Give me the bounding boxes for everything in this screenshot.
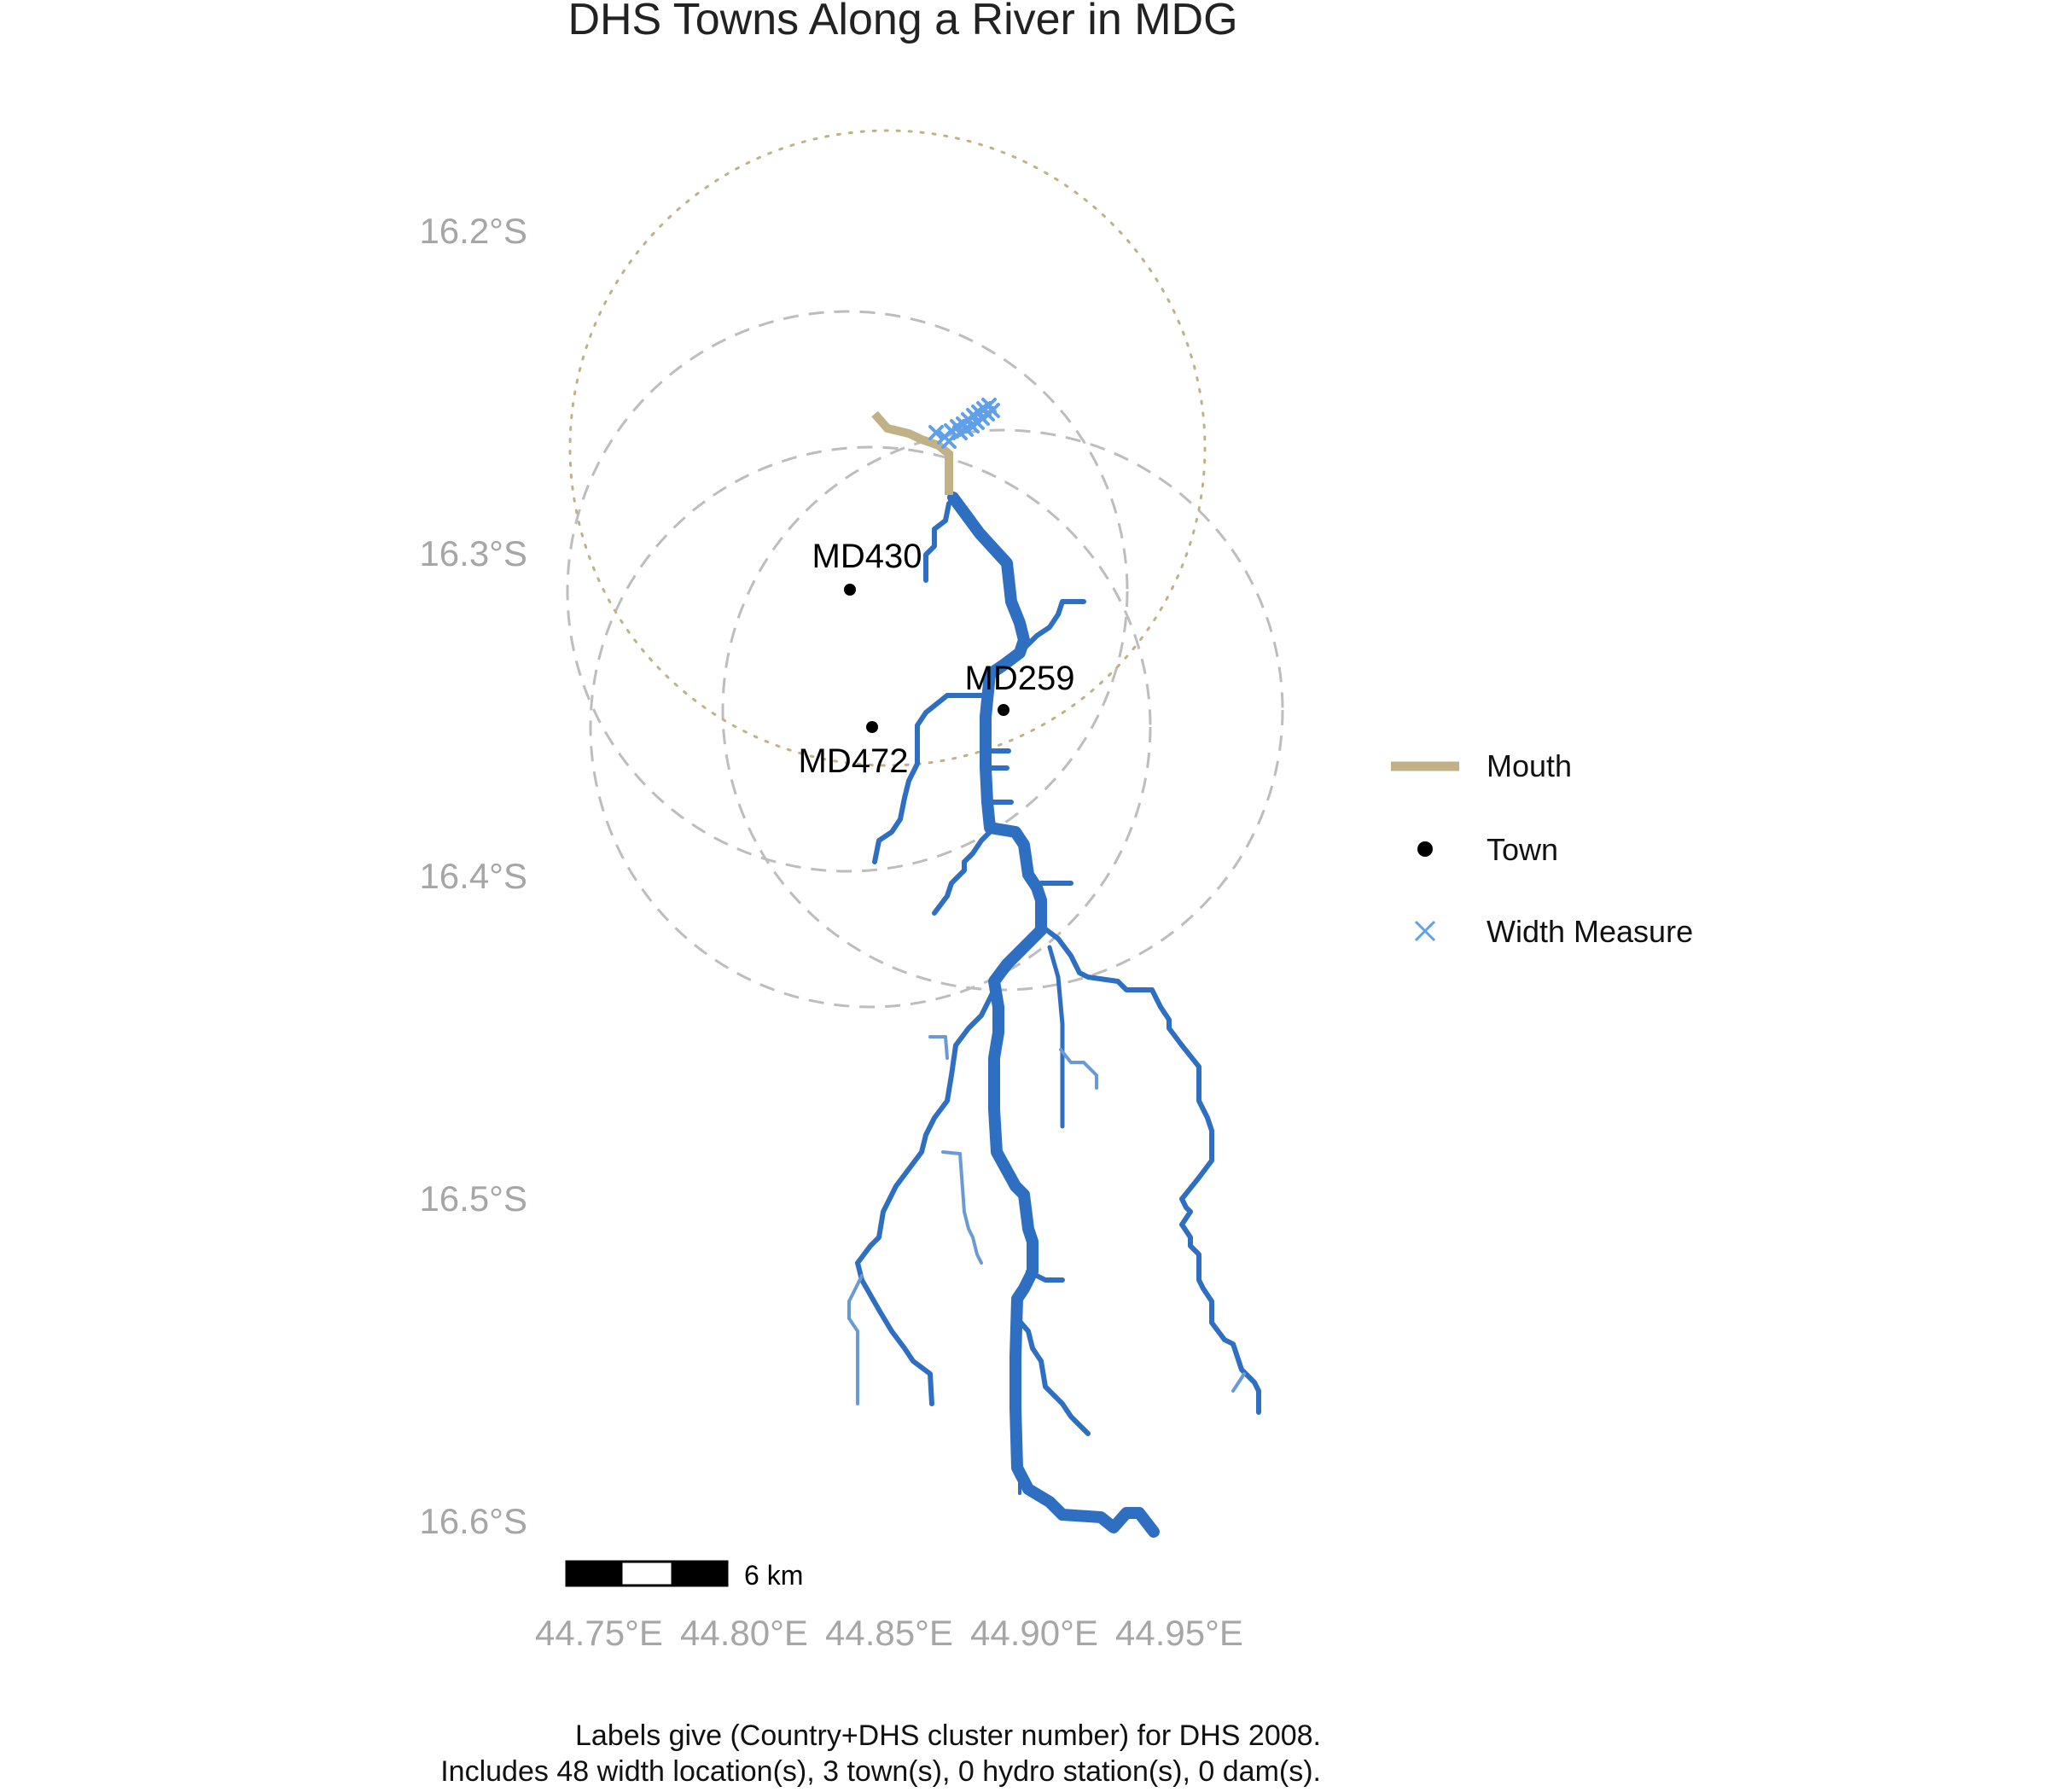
river-trib-east-middle <box>1047 945 1065 1129</box>
lon-label: 44.85°E <box>825 1613 953 1653</box>
river-trib-east-upper <box>987 599 1086 677</box>
latitude-axis: 16.2°S 16.3°S 16.4°S 16.5°S 16.6°S <box>419 211 527 1541</box>
river-trib-lightblue-2 <box>941 1150 983 1265</box>
lat-label: 16.3°S <box>419 533 527 573</box>
longitude-axis: 44.75°E 44.80°E 44.85°E 44.90°E 44.95°E <box>535 1613 1243 1653</box>
river-trib-west-upper <box>923 501 951 583</box>
town-point-md472 <box>866 721 878 733</box>
river-mouth-line <box>871 410 953 495</box>
map-title: DHS Towns Along a River in MDG <box>567 0 1237 44</box>
scale-bar-label: 6 km <box>744 1560 803 1591</box>
lat-label: 16.2°S <box>419 211 527 251</box>
width-measure-cluster <box>928 398 1000 449</box>
mouth-buffer-circle <box>568 129 1207 767</box>
cross-icon <box>1414 920 1436 942</box>
river-trib-east-lower <box>1039 923 1261 1415</box>
town-label-md259: MD259 <box>965 660 1075 697</box>
legend-label-mouth: Mouth <box>1487 748 1572 783</box>
width-measure-points <box>928 398 1000 449</box>
scale-bar-segment <box>565 1560 623 1587</box>
buffer-circles <box>566 129 1284 1009</box>
buffer-circle-md472 <box>589 445 1152 1009</box>
buffer-circle-md430 <box>566 310 1129 873</box>
lon-label: 44.75°E <box>535 1613 663 1653</box>
river-stub-5 <box>1026 1269 1065 1283</box>
lat-label: 16.6°S <box>419 1501 527 1541</box>
lat-label: 16.5°S <box>419 1178 527 1219</box>
river-trib-east-lightblue <box>1231 1372 1246 1393</box>
lon-label: 44.90°E <box>970 1613 1098 1653</box>
caption: Labels give (Country+DHS cluster number)… <box>440 1719 1321 1788</box>
river-network <box>847 492 1261 1538</box>
river-trib-west-lower <box>855 987 997 1406</box>
lat-label: 16.4°S <box>419 856 527 896</box>
town-point-md259 <box>998 704 1009 716</box>
town-label-md430: MD430 <box>812 538 922 575</box>
scale-bar: 6 km <box>565 1560 803 1591</box>
river-trib-lightblue-3 <box>847 1274 864 1405</box>
river-trib-south-east <box>1015 1316 1091 1436</box>
lon-label: 44.95°E <box>1115 1613 1243 1653</box>
river-trib-md472 <box>872 693 988 864</box>
dot-icon <box>1417 841 1433 857</box>
river-trib-west-mid <box>932 829 992 916</box>
lon-label: 44.80°E <box>680 1613 808 1653</box>
towns: MD430 MD259 MD472 <box>799 538 1075 780</box>
caption-line: Labels give (Country+DHS cluster number)… <box>575 1719 1321 1752</box>
scale-bar-segment <box>620 1560 674 1587</box>
legend: Mouth Town Width Measure <box>1391 748 1693 949</box>
buffer-circle-md259 <box>721 428 1284 992</box>
scale-bar-segment <box>671 1560 729 1587</box>
river-trib-lightblue-1 <box>928 1035 949 1060</box>
river-trib-east-middle-branch <box>1059 1048 1098 1090</box>
town-label-md472: MD472 <box>799 742 909 780</box>
town-point-md430 <box>844 584 856 596</box>
caption-line: Includes 48 width location(s), 3 town(s)… <box>440 1755 1321 1788</box>
legend-label-town: Town <box>1487 832 1558 867</box>
legend-label-width-measure: Width Measure <box>1487 914 1693 949</box>
